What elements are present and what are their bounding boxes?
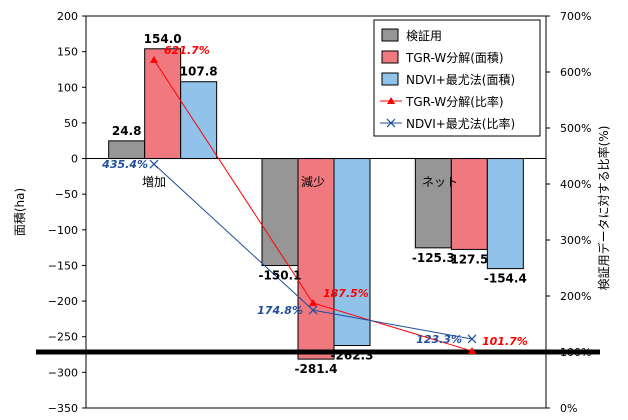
ratio-marker-1-3: [468, 347, 476, 355]
y2-tick-label: 0%: [560, 402, 577, 415]
axes: 200 150 100 50 0 −50 −100 −150 −200 −250 −300 −350 7…: [12, 10, 611, 415]
category-label-3: ネット: [422, 175, 458, 189]
ratio-marker-1-2: [309, 299, 317, 306]
value-label-2-2: -281.4: [295, 362, 338, 376]
y-tick-label: 150: [57, 46, 78, 59]
y-tick-label: −300: [48, 366, 78, 379]
ratio-label-1-1: 621.7%: [164, 44, 210, 57]
y2-tick-label: 200%: [560, 290, 591, 303]
y-tick-label: 200: [57, 10, 78, 23]
legend-swatch-2: [381, 50, 399, 64]
value-label-3-2: -262.3: [331, 348, 374, 362]
legend-marker-1: [387, 97, 395, 104]
y-tick-label: 50: [64, 117, 78, 130]
legend-box: [373, 19, 541, 137]
y-tick-label: 100: [57, 81, 78, 94]
value-label-2-1: 154.0: [144, 32, 182, 46]
ratio-marker-2-3: [467, 334, 477, 344]
ratio-lines: 621.7% 187.5% 101.7% 435.4% 174.8% 123.3%: [101, 44, 528, 355]
bar-2-1: [144, 48, 182, 160]
y-tick-label: −350: [48, 402, 78, 415]
y-tick-label: −100: [48, 224, 78, 237]
ratio-marker-1-1: [150, 55, 158, 63]
y-tick-label: −200: [48, 295, 78, 308]
bar-2-3: [450, 158, 488, 250]
legend-label-4: TGR-W分解(比率): [405, 94, 504, 109]
bar-2-2: [297, 158, 335, 360]
y-axis-title: 面積(ha): [12, 188, 27, 236]
marker-stroke: [308, 305, 318, 315]
category-label-1: 増加: [142, 175, 166, 189]
y2-tick-label: 100%: [560, 346, 591, 359]
value-label-3-3: -154.4: [484, 272, 527, 286]
bar-1-2: [261, 158, 299, 267]
legend-label-1: 検証用: [406, 29, 442, 43]
y-tick-label: −150: [48, 259, 78, 272]
y-tick-label: −50: [55, 188, 78, 201]
y2-axis-title: 検証用データに対する比率(%): [596, 126, 611, 291]
value-label-1-1: 24.8: [112, 124, 142, 138]
bars: [108, 48, 524, 360]
value-label-2-3: 127.5: [450, 252, 488, 266]
legend-label-2: TGR-W分解(面積): [405, 50, 504, 65]
ratio-label-2-2: 174.8%: [257, 304, 303, 317]
marker-stroke: [386, 118, 396, 128]
bar-1-3: [414, 158, 452, 249]
ratio-marker-2-2: [308, 305, 318, 315]
legend-label-5: NDVI+最尤法(比率): [406, 116, 515, 131]
legend-marker-2: [386, 118, 396, 128]
value-label-3-1: 107.8: [180, 65, 218, 79]
y2-tick-label: 400%: [560, 178, 591, 191]
y2-tick-label: 500%: [560, 122, 591, 135]
legend-swatch-1: [381, 28, 399, 42]
legend-label-3: NDVI+最尤法(面積): [406, 72, 515, 87]
y2-tick-label: 600%: [560, 66, 591, 79]
y-tick-label: −250: [48, 331, 78, 344]
bar-3-3: [486, 158, 524, 270]
y2-tick-label: 300%: [560, 234, 591, 247]
ratio-label-2-1: 435.4%: [101, 158, 148, 171]
bar-1-1: [108, 140, 146, 160]
bar-3-1: [180, 81, 218, 160]
marker-stroke: [149, 159, 159, 169]
y2-tick-label: 700%: [560, 10, 591, 23]
ratio-label-2-3: 123.3%: [416, 333, 462, 346]
value-label-1-3: -125.3: [412, 251, 455, 265]
value-label-1-2: -150.1: [259, 269, 302, 283]
labels: 増加 減少 ネット 24.8 -150.1 -125.3 154.0 -281.4 127.5 1…: [112, 32, 527, 376]
ratio-label-1-3: 101.7%: [482, 335, 528, 348]
ratio-marker-2-1: [149, 159, 159, 169]
y-tick-label: 0: [71, 153, 78, 166]
marker-stroke: [467, 334, 477, 344]
legend: 検証用 TGR-W分解(面積) NDVI+最尤法(面積) TGR-W分解(比率) NDV…: [373, 19, 541, 137]
ratio-label-1-2: 187.5%: [323, 287, 369, 300]
category-label-2: 減少: [301, 174, 325, 189]
legend-swatch-3: [381, 72, 399, 86]
